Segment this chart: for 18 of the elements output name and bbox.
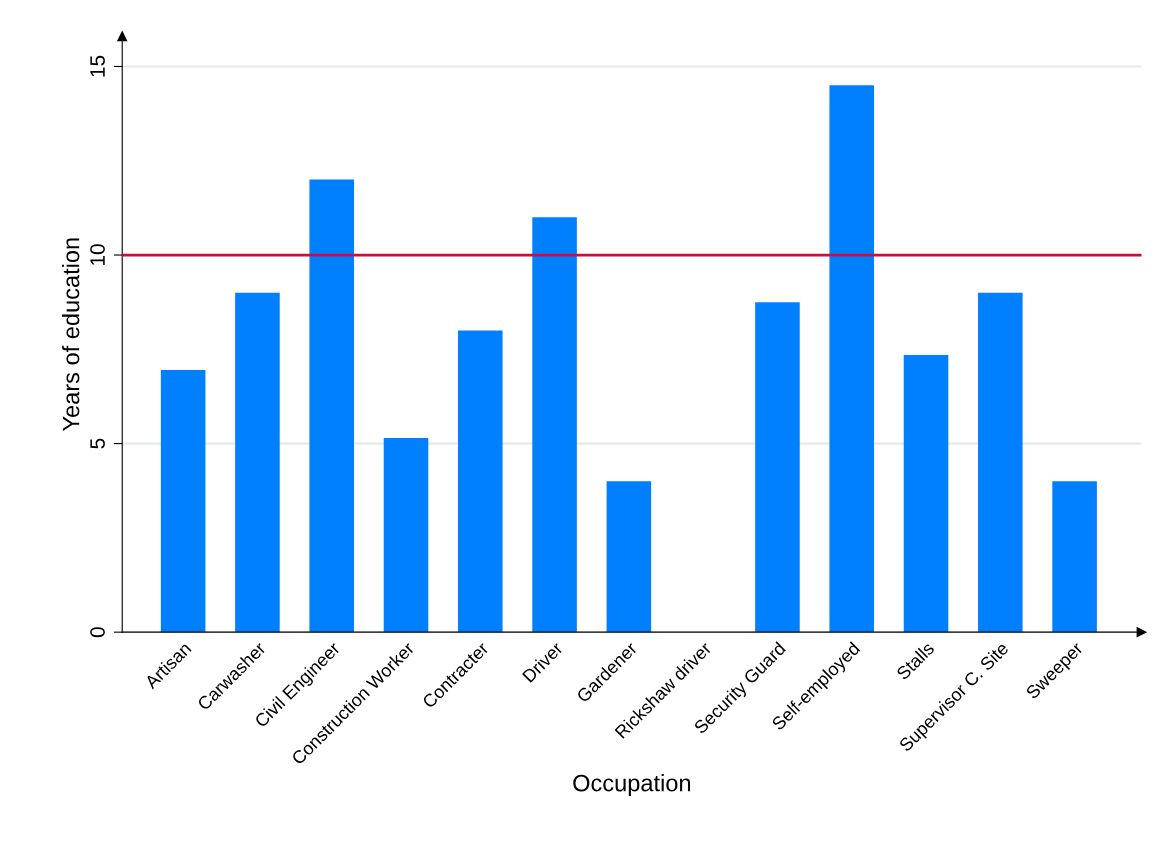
bar	[309, 179, 354, 633]
bar	[235, 292, 280, 633]
bar	[1052, 481, 1097, 633]
bar	[458, 330, 503, 633]
y-tick-label: 5	[90, 438, 105, 449]
y-tick-label: 10	[90, 244, 105, 266]
bar	[532, 217, 577, 633]
bar	[383, 437, 429, 633]
bar	[755, 302, 800, 633]
y-axis-title: Years of education	[62, 238, 80, 432]
bar	[903, 354, 949, 633]
bar	[160, 370, 206, 633]
bar	[978, 292, 1023, 633]
bar	[606, 481, 652, 633]
y-tick-label: 15	[90, 55, 105, 77]
y-tick-label: 0	[90, 627, 105, 638]
x-axis-title: Occupation	[573, 774, 691, 797]
bar	[829, 85, 875, 633]
